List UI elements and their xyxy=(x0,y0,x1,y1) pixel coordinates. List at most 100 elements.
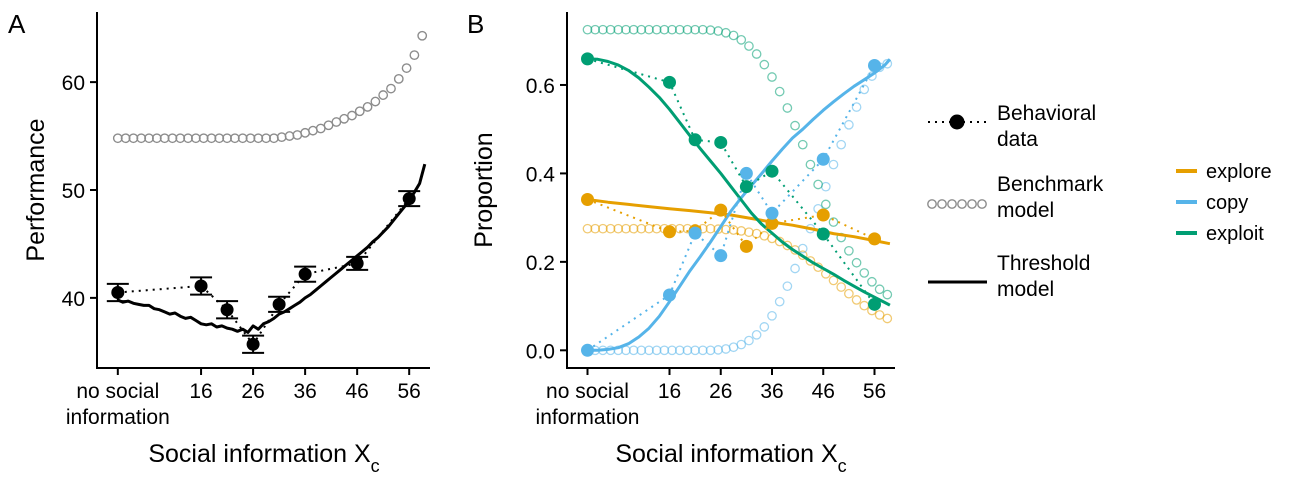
copy-benchmark-point-10 xyxy=(659,345,670,356)
legend-benchmark-swatch-circle-0 xyxy=(927,199,937,209)
copy-behavioral-point-5 xyxy=(765,206,779,220)
exploit-benchmark-point-2 xyxy=(598,24,608,35)
legend-benchmark-label-line2: model xyxy=(997,199,1054,222)
behavioral-point-4 xyxy=(272,297,286,311)
exploit-benchmark-point-5 xyxy=(621,24,631,35)
panel-b-letter: B xyxy=(467,9,484,39)
legend-explore-label: explore xyxy=(1206,161,1272,183)
explore-benchmark-point-28 xyxy=(797,250,808,261)
behavioral-point-7 xyxy=(402,192,416,206)
exploit-benchmark-point-15 xyxy=(697,24,708,35)
exploit-benchmark-point-27 xyxy=(790,120,800,131)
copy-benchmark-point-20 xyxy=(736,339,747,350)
copy-behavioral-point-4 xyxy=(739,166,753,180)
benchmark-point-22 xyxy=(284,131,295,141)
exploit-benchmark-point-35 xyxy=(851,257,862,268)
performance-axes: 40 50 60 no social information 16 26 36 46 56 Soci… xyxy=(22,72,421,476)
legend-benchmark-swatch-circle-1 xyxy=(937,199,947,209)
copy-benchmark-point-6 xyxy=(628,345,639,356)
exploit-benchmark-point-12 xyxy=(674,24,685,35)
performance-x-tick-label-2-0: 26 xyxy=(241,380,264,403)
proportion-x-axis-title: Social information Xc xyxy=(615,440,846,476)
performance-chart: 40 50 60 no social information 16 26 36 46 56 Soci… xyxy=(22,12,430,476)
explore-benchmark-point-32 xyxy=(828,275,839,286)
copy-benchmark-point-39 xyxy=(882,58,893,69)
legend-benchmark-swatch-circle-2 xyxy=(947,199,957,209)
explore-benchmark-point-6 xyxy=(628,223,639,234)
behavioral-point-1 xyxy=(194,279,208,293)
exploit-benchmark-point-23 xyxy=(759,59,770,70)
exploit-benchmark-point-29 xyxy=(805,159,816,170)
legend-behavioral-label-line2: data xyxy=(997,128,1038,151)
copy-benchmark-point-11 xyxy=(667,345,677,356)
copy-benchmark-point-26 xyxy=(782,281,793,292)
proportion-chart-marks xyxy=(581,24,893,357)
explore-behavioral-point-0 xyxy=(581,193,594,207)
benchmark-point-30 xyxy=(347,110,357,121)
performance-x-tick-label-0-1: information xyxy=(66,406,170,429)
copy-behavioral-point-6 xyxy=(816,152,830,166)
benchmark-point-21 xyxy=(276,132,287,143)
copy-benchmark-point-25 xyxy=(774,296,785,307)
exploit-behavioral-point-7 xyxy=(868,297,881,311)
legend-benchmark-swatch-circle-3 xyxy=(957,199,967,209)
legend-exploit-label: exploit xyxy=(1206,223,1264,245)
exploit-behavioral-point-6 xyxy=(816,227,830,241)
copy-benchmark-point-33 xyxy=(836,139,847,150)
exploit-threshold-line xyxy=(587,57,891,307)
explore-benchmark-point-18 xyxy=(721,224,731,235)
explore-benchmark-point-16 xyxy=(705,223,716,234)
copy-benchmark-point-27 xyxy=(790,263,800,274)
proportion-y-tick-label-3: 0.6 xyxy=(526,75,555,98)
copy-benchmark-point-34 xyxy=(844,119,854,130)
copy-benchmark-point-36 xyxy=(859,84,870,95)
benchmark-point-34 xyxy=(378,90,389,100)
explore-benchmark-point-39 xyxy=(882,313,893,324)
exploit-benchmark-point-7 xyxy=(636,24,647,35)
copy-benchmark-point-24 xyxy=(767,310,777,321)
exploit-benchmark-point-39 xyxy=(882,289,893,300)
explore-threshold-line xyxy=(587,198,891,246)
exploit-benchmark-point-6 xyxy=(628,24,639,35)
performance-x-tick-label-1-0: 16 xyxy=(189,380,212,403)
explore-benchmark-point-38 xyxy=(874,310,885,320)
legend-threshold-label-line1: Threshold xyxy=(997,252,1090,275)
benchmark-point-35 xyxy=(386,83,396,94)
exploit-benchmark-point-26 xyxy=(782,103,793,113)
legend-behavioral-swatch-point xyxy=(949,114,965,130)
explore-behavioral-line xyxy=(587,198,875,248)
proportion-chart: 0.0 0.2 0.4 0.6 no social information 16 26 36 46… xyxy=(470,12,895,476)
explore-benchmark-point-5 xyxy=(621,223,631,234)
strategy-legend: explore copy exploit xyxy=(1176,161,1272,245)
panel-a-letter: A xyxy=(8,9,26,39)
threshold-model-line xyxy=(117,163,427,334)
explore-benchmark-point-2 xyxy=(598,223,608,234)
benchmark-point-38 xyxy=(409,50,420,61)
copy-behavioral-point-2 xyxy=(688,226,702,240)
benchmark-point-25 xyxy=(308,125,318,136)
legend-threshold-label-line2: model xyxy=(997,278,1054,301)
copy-benchmark-point-8 xyxy=(644,345,654,356)
proportion-x-tick-label-1-0: 16 xyxy=(658,380,681,403)
copy-benchmark-point-28 xyxy=(797,243,808,254)
legend-benchmark-swatch-circle-5 xyxy=(977,199,987,209)
copy-benchmark-point-35 xyxy=(851,102,862,112)
explore-benchmark-point-8 xyxy=(644,223,654,234)
exploit-benchmark-point-22 xyxy=(751,49,762,59)
copy-benchmark-point-9 xyxy=(651,345,662,356)
exploit-benchmark-point-20 xyxy=(736,35,747,45)
legend-exploit-entry: exploit xyxy=(1176,223,1264,245)
copy-benchmark-point-23 xyxy=(759,322,770,332)
exploit-behavioral-point-2 xyxy=(688,133,702,147)
benchmark-point-24 xyxy=(300,127,311,138)
explore-benchmark-point-7 xyxy=(636,223,647,234)
copy-benchmark-point-21 xyxy=(744,335,754,346)
copy-benchmark-point-13 xyxy=(682,345,693,356)
legend-copy-entry: copy xyxy=(1176,192,1248,214)
legend-explore-entry: explore xyxy=(1176,161,1272,183)
exploit-benchmark-point-31 xyxy=(820,199,831,210)
explore-benchmark-point-35 xyxy=(851,295,862,305)
performance-x-tick-label-4-0: 46 xyxy=(345,380,368,403)
exploit-benchmark-point-13 xyxy=(682,24,693,35)
performance-x-tick-label-0-0: no social xyxy=(76,380,159,403)
